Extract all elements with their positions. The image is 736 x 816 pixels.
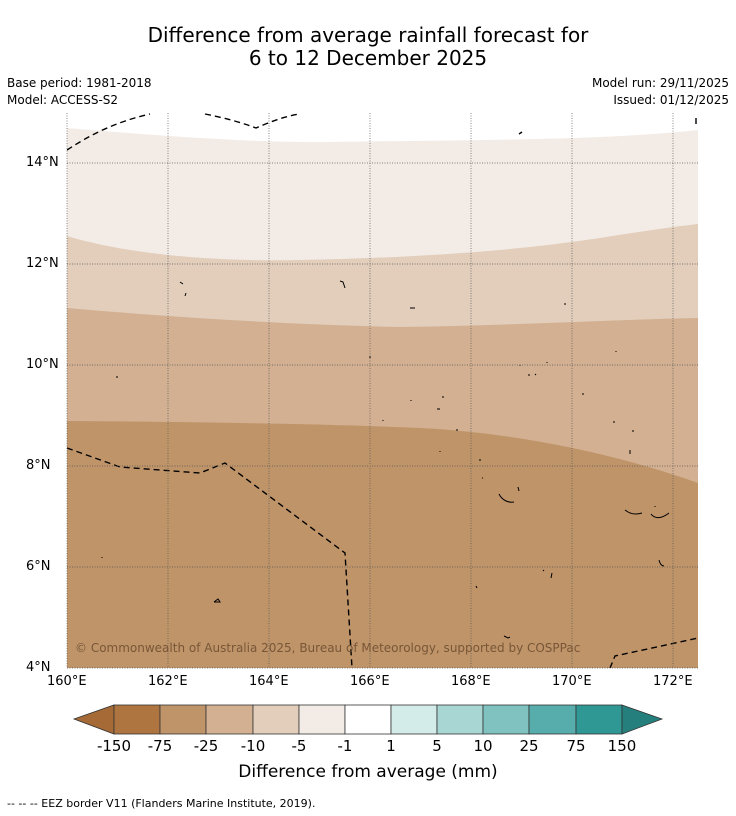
colorbar-label: 1	[386, 737, 396, 755]
model-run: Model run: 29/11/2025	[591, 76, 729, 90]
base-period: Base period: 1981-2018	[7, 76, 152, 90]
rainfall-map	[67, 113, 698, 668]
lon-tick-label: 162°E	[148, 674, 188, 689]
lon-tick-label: 166°E	[350, 674, 390, 689]
lat-tick-label: 12°N	[26, 256, 59, 271]
map-title-line1: Difference from average rainfall forecas…	[147, 23, 589, 47]
lon-tick-label: 172°E	[653, 674, 693, 689]
colorbar-segment	[436, 704, 484, 735]
lat-tick-label: 6°N	[26, 559, 51, 574]
colorbar-left-arrow-icon	[72, 704, 115, 735]
graticule	[66, 113, 698, 669]
colorbar-segment	[575, 704, 623, 735]
colorbar-segment	[159, 704, 207, 735]
lat-tick-label: 4°N	[26, 660, 51, 675]
colorbar-segment	[252, 704, 300, 735]
colorbar-title: Difference from average (mm)	[238, 762, 498, 782]
colorbar-label: -5	[291, 737, 307, 755]
colorbar-label: 5	[432, 737, 442, 755]
issued-date: Issued: 01/12/2025	[613, 93, 729, 107]
colorbar-segment	[344, 704, 392, 735]
colorbar-label: -75	[147, 737, 173, 755]
colorbar-label: -25	[193, 737, 219, 755]
lon-tick-label: 164°E	[249, 674, 289, 689]
colorbar-segment	[482, 704, 530, 735]
lat-tick-label: 14°N	[26, 155, 59, 170]
colorbar-segment	[205, 704, 254, 735]
colorbar-label: 150	[607, 737, 637, 755]
islands	[101, 280, 670, 639]
lat-tick-label: 10°N	[26, 357, 59, 372]
colorbar-right-arrow-icon	[621, 704, 664, 735]
colorbar-label: -1	[337, 737, 353, 755]
colorbar-label: -150	[96, 737, 132, 755]
colorbar-segment	[298, 704, 346, 735]
colorbar-label: 75	[566, 737, 586, 755]
colorbar-label: 25	[519, 737, 539, 755]
band-minus25-to-minus75	[67, 421, 698, 668]
lat-tick-label: 8°N	[26, 458, 51, 473]
colorbar-label: 10	[473, 737, 493, 755]
colorbar-label: -10	[240, 737, 266, 755]
eez-border-lines	[67, 113, 698, 668]
lon-tick-label: 160°E	[47, 674, 87, 689]
map-title-line2: 6 to 12 December 2025	[248, 46, 488, 70]
eez-footnote: -- -- -- EEZ border V11 (Flanders Marine…	[7, 797, 316, 810]
lon-tick-label: 168°E	[451, 674, 491, 689]
model-name: Model: ACCESS-S2	[7, 93, 119, 107]
lon-tick-label: 170°E	[552, 674, 592, 689]
colorbar-segment	[390, 704, 438, 735]
colorbar	[72, 704, 664, 735]
copyright-notice: © Commonwealth of Australia 2025, Bureau…	[75, 641, 581, 655]
colorbar-segment	[528, 704, 577, 735]
colorbar-segment	[113, 704, 161, 735]
